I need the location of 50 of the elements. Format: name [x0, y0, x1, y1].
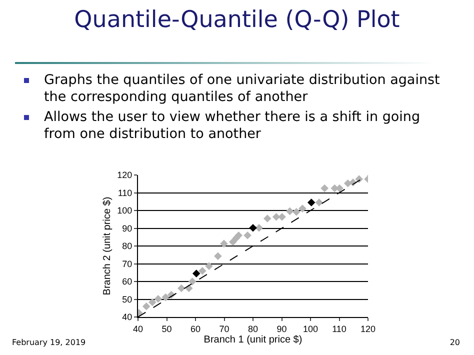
y-tick-label: 60: [122, 276, 132, 287]
text: February 19, 2019: [12, 338, 86, 347]
x-tick-label: 110: [332, 324, 346, 334]
point: [344, 179, 352, 188]
point: [307, 198, 316, 206]
point: [142, 302, 150, 310]
x-tick-label: 50: [162, 324, 172, 334]
text: 20: [450, 338, 460, 347]
point: [188, 278, 196, 286]
y-tick-label: 50: [122, 294, 132, 304]
point: [162, 293, 170, 302]
chart-title: Quantile-Quantile (Q-Q) Plot: [74, 6, 400, 33]
x-tick-label: 60: [190, 324, 201, 334]
point: [315, 198, 324, 206]
point: [320, 184, 328, 192]
point: [298, 204, 306, 212]
point: [278, 212, 286, 221]
y-tick-label: 100: [117, 206, 132, 216]
point: [198, 266, 206, 275]
point: [244, 231, 252, 240]
y-tick-label: 40: [122, 312, 132, 322]
point: [255, 224, 263, 232]
x-tick-label: 40: [132, 324, 144, 334]
point: [292, 208, 300, 216]
x-tick-label: 100: [302, 324, 318, 334]
point: [249, 224, 257, 232]
point: [220, 240, 228, 248]
y-tick-label: 70: [122, 258, 132, 269]
point: [228, 238, 237, 246]
y-tick-label: 120: [117, 170, 132, 180]
point: [148, 298, 156, 306]
x-tick-label: 120: [360, 324, 376, 334]
text: Graphs the quantiles of one univariate distribution against the corresponding quantiles of another: [44, 72, 441, 106]
point: [272, 212, 280, 221]
point: [263, 214, 272, 222]
point: [286, 207, 294, 216]
x-tick-label: 70: [219, 324, 230, 334]
x-tick-label: 80: [248, 324, 258, 334]
x-axis-title: Branch 1 (unit price $): [204, 334, 302, 346]
point: [178, 284, 186, 292]
point: [205, 262, 213, 270]
x-tick-label: 90: [276, 324, 287, 334]
point: [154, 295, 162, 303]
point: [214, 252, 222, 260]
y-tick-label: 90: [122, 223, 132, 234]
text: Allows the user to view whether there is a shift in going from one distribution to another: [44, 109, 422, 143]
y-tick-label: 80: [122, 241, 132, 252]
y-axis-title: Branch 2 (unit price $): [102, 196, 114, 296]
y-tick-label: 110: [118, 188, 132, 198]
point: [192, 270, 200, 278]
